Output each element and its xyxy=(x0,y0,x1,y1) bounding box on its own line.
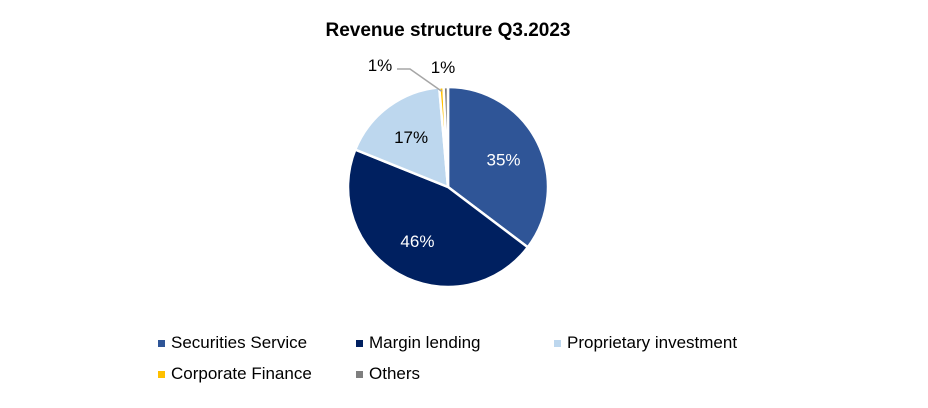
pie-slice-securities-service xyxy=(446,85,550,250)
legend-item-corporate-finance: Corporate Finance xyxy=(158,364,312,384)
data-label: 1% xyxy=(368,56,393,75)
leader-line xyxy=(397,68,443,92)
pie-slice-others xyxy=(442,85,450,188)
legend-swatch xyxy=(356,370,363,378)
legend-label: Margin lending xyxy=(369,333,481,352)
pie-slice-proprietary-investment xyxy=(353,86,450,189)
data-label: 46% xyxy=(400,232,434,251)
legend-label: Proprietary investment xyxy=(567,333,738,352)
legend-item-margin-lending: Margin lending xyxy=(356,333,481,353)
legend-item-others: Others xyxy=(356,364,420,384)
data-label: 1% xyxy=(431,58,456,77)
legend-swatch xyxy=(356,339,363,347)
legend-label: Corporate Finance xyxy=(171,364,312,383)
data-label: 17% xyxy=(394,128,428,147)
pie-slice-margin-lending xyxy=(346,147,530,289)
legend-item-securities-service: Securities Service xyxy=(158,333,307,353)
legend-item-proprietary-investment: Proprietary investment xyxy=(554,333,737,353)
legend-swatch xyxy=(158,370,165,378)
legend-swatch xyxy=(554,339,561,347)
legend-swatch xyxy=(158,339,165,347)
legend-label: Others xyxy=(369,364,421,383)
chart-title: Revenue structure Q3.2023 xyxy=(325,20,571,41)
legend-label: Securities Service xyxy=(171,333,308,352)
data-label: 35% xyxy=(486,150,520,169)
